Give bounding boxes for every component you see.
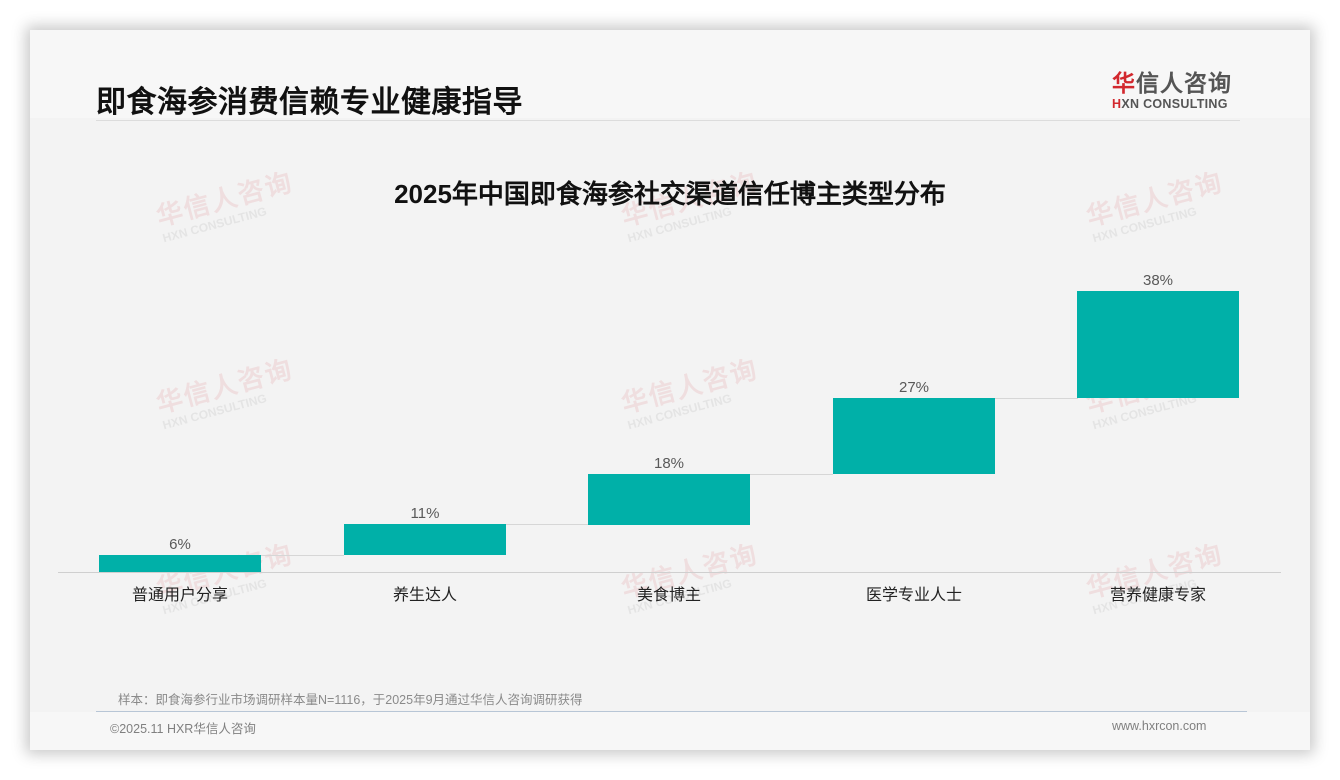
category-label: 美食博主 (636, 587, 701, 604)
title-divider (96, 120, 1240, 121)
header-band (30, 30, 1310, 118)
copyright: ©2025.11 HXR华信人咨询 (110, 722, 256, 736)
bar-value-label: 27% (898, 379, 930, 396)
category-label: 养生达人 (392, 587, 457, 604)
connector-line (750, 474, 833, 475)
bar-value-label: 11% (410, 505, 440, 522)
connector-line (261, 555, 344, 556)
category-label: 普通用户分享 (131, 587, 228, 604)
category-label: 医学专业人士 (865, 587, 962, 604)
bar (833, 398, 995, 474)
category-label: 营养健康专家 (1109, 587, 1206, 604)
connector-line (995, 398, 1078, 399)
website-link[interactable]: www.hxrcon.com (1112, 719, 1207, 733)
slide: 华信人咨询 HXN CONSULTING 华信人咨询 HXN CONSULTING … (30, 30, 1310, 750)
page-title: 即食海参消费信赖专业健康指导 (96, 86, 523, 119)
chart-title: 2025年中国即食海参社交渠道信任博主类型分布 (394, 179, 946, 209)
company-logo: 华信人咨询 HXN CONSULTING (1112, 64, 1242, 111)
footer-divider (96, 711, 1247, 712)
bar (344, 524, 506, 555)
bar-value-label: 38% (1142, 272, 1174, 289)
bar-value-label: 18% (653, 455, 685, 472)
bar (588, 474, 750, 525)
footer-band (30, 712, 1310, 750)
logo-cn: 华信人咨询 (1112, 70, 1232, 96)
x-axis-line (58, 572, 1281, 573)
logo-en: HXN CONSULTING (1112, 97, 1228, 111)
connector-line (506, 524, 589, 525)
bar-value-label: 6% (169, 536, 191, 553)
bar (99, 555, 261, 572)
bar (1077, 291, 1239, 398)
source-note: 样本：即食海参行业市场调研样本量N=1116，于2025年9月通过华信人咨询调研… (118, 693, 583, 707)
